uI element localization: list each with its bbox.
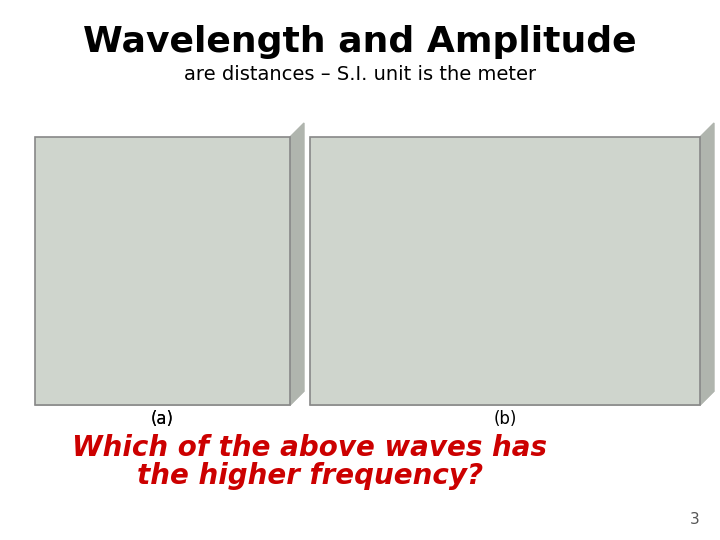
Text: 3: 3 xyxy=(690,512,700,528)
Bar xyxy=(35,137,290,405)
Text: Direction of
wave
propagation: Direction of wave propagation xyxy=(87,311,149,341)
Text: Wavelength: Wavelength xyxy=(373,146,438,156)
Text: are distances – S.I. unit is the meter: are distances – S.I. unit is the meter xyxy=(184,64,536,84)
Text: Amplitude: Amplitude xyxy=(606,185,661,194)
Polygon shape xyxy=(310,391,714,405)
Text: the higher frequency?: the higher frequency? xyxy=(137,462,483,490)
Text: (a): (a) xyxy=(151,410,174,428)
Text: Wavelength and Amplitude: Wavelength and Amplitude xyxy=(84,25,636,59)
Polygon shape xyxy=(700,123,714,405)
Text: (b): (b) xyxy=(493,410,517,428)
Text: (a): (a) xyxy=(151,410,174,428)
Polygon shape xyxy=(290,123,304,405)
Text: Amplitude: Amplitude xyxy=(606,309,661,319)
Text: Wavelength: Wavelength xyxy=(329,369,395,380)
Text: Amplitude: Amplitude xyxy=(40,315,96,326)
Text: Wavelength: Wavelength xyxy=(68,164,138,174)
Text: Which of the above waves has: Which of the above waves has xyxy=(73,434,547,462)
Bar xyxy=(310,137,700,405)
Polygon shape xyxy=(35,391,304,405)
